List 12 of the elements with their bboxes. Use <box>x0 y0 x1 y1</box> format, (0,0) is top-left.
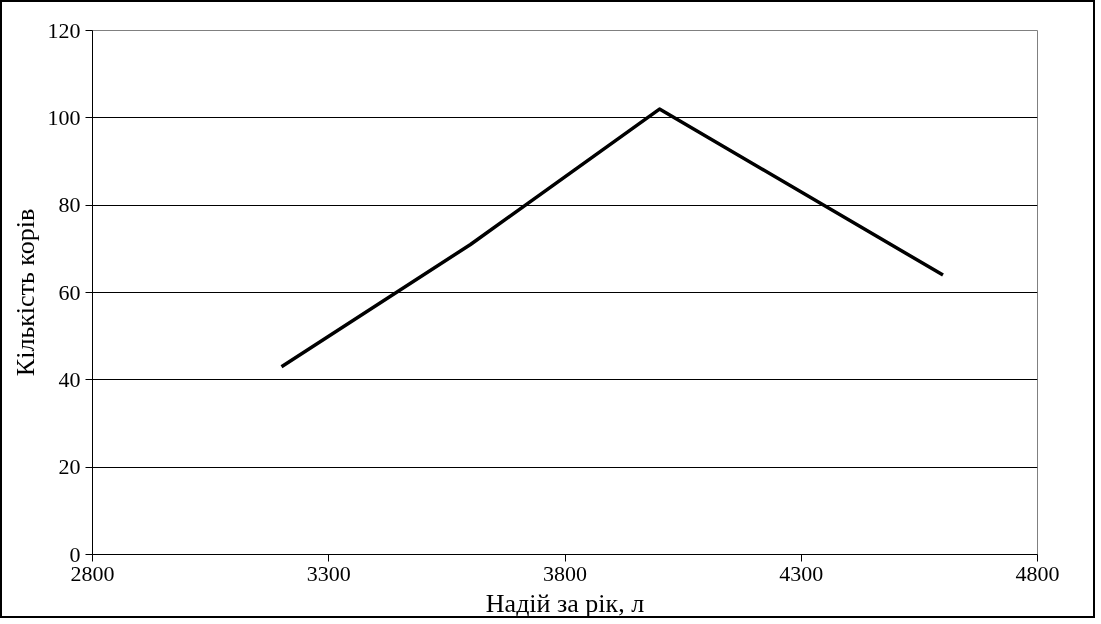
y-tick-label: 80 <box>58 192 81 218</box>
y-tick-label: 40 <box>58 366 81 392</box>
y-tick-label: 20 <box>58 454 81 480</box>
y-tick-label: 60 <box>58 279 81 305</box>
x-tick-label: 3800 <box>543 560 587 586</box>
y-tick-label: 100 <box>47 104 81 130</box>
y-tick-label: 0 <box>69 541 81 567</box>
x-tick-label: 3300 <box>306 560 351 586</box>
y-tick-label: 120 <box>47 17 81 43</box>
y-axis-title: Кількість корів <box>10 208 40 377</box>
x-tick-label: 4800 <box>1015 560 1060 586</box>
x-tick-label: 4300 <box>779 560 824 586</box>
